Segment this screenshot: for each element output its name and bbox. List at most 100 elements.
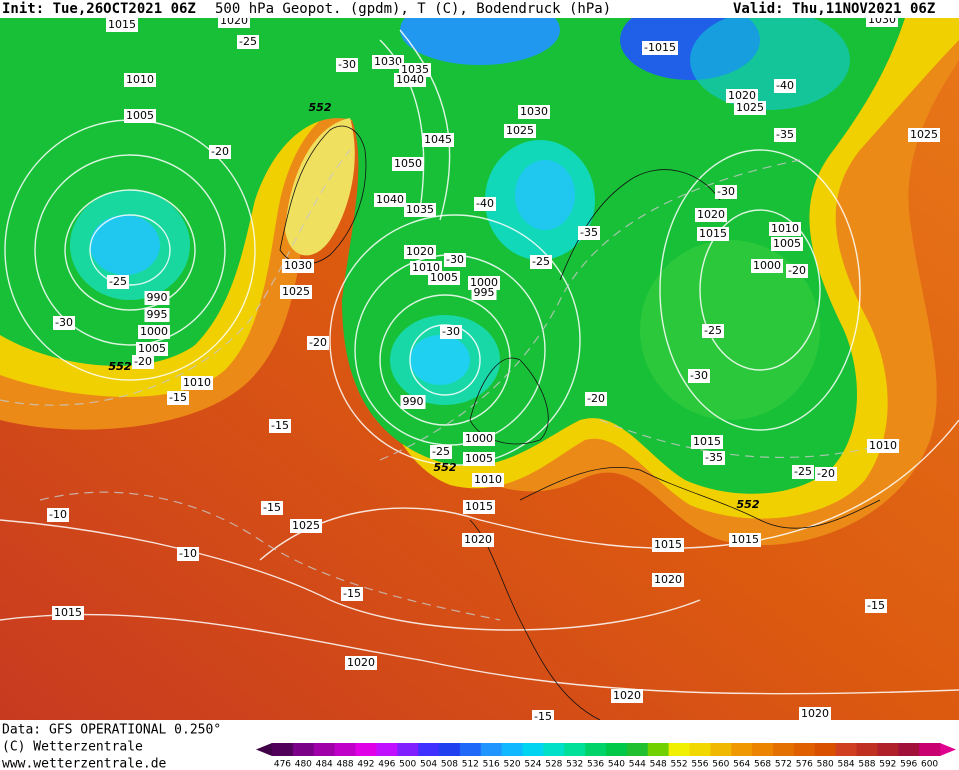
north-blue <box>400 18 560 65</box>
label-box <box>695 208 727 222</box>
map: 1015 1020-25-30 10301035104010101005104510… <box>0 13 959 720</box>
isobar-label: -20 <box>788 264 806 277</box>
isobar-label: 995 <box>474 286 495 299</box>
isobar-label: 1020 <box>728 89 756 102</box>
colorbar-label: 520 <box>503 760 520 770</box>
colorbar-cell <box>689 743 711 756</box>
label-box <box>374 193 406 207</box>
label-box <box>774 79 796 93</box>
isobar-label: -20 <box>817 467 835 480</box>
label-box <box>865 599 887 613</box>
isobar-label: -15 <box>343 587 361 600</box>
label-box <box>52 606 84 620</box>
isobar-label: 1040 <box>396 73 424 86</box>
colorbar-cell <box>793 743 816 756</box>
colorbar-cell <box>459 743 482 756</box>
label-box <box>404 203 436 217</box>
isobar-label: 1005 <box>138 342 166 355</box>
height-label: 552 <box>309 101 332 114</box>
label-box <box>138 325 170 339</box>
colorbar-cell <box>334 743 356 756</box>
label-box <box>866 18 898 27</box>
label-box <box>504 124 536 138</box>
colorbar-label: 516 <box>483 760 500 770</box>
isobar-label: 1005 <box>773 237 801 250</box>
isobar-label: -30 <box>55 316 73 329</box>
label-box <box>107 275 129 289</box>
colorbar-label: 512 <box>462 760 479 770</box>
colorbar-cell <box>355 743 377 756</box>
isobar-label: 1020 <box>464 533 492 546</box>
isobar-label: 1030 <box>868 13 896 26</box>
isobar-label: -25 <box>794 465 812 478</box>
label-box <box>697 227 729 241</box>
colorbar-label: 572 <box>775 760 792 770</box>
label-box <box>428 271 460 285</box>
label-box <box>530 255 552 269</box>
colorbar-label: 532 <box>566 760 583 770</box>
isobar-label: 1050 <box>394 157 422 170</box>
isobar-label: -30 <box>717 185 735 198</box>
colorbar-label: 524 <box>524 760 541 770</box>
height-label: 552 <box>109 360 132 373</box>
colorbar-cell <box>814 743 837 756</box>
isobar-label: 1030 <box>520 105 548 118</box>
label-box <box>463 432 495 446</box>
isobar-label: 1020 <box>613 689 641 702</box>
colorbar-cell <box>731 743 753 756</box>
colorbar-label: 580 <box>817 760 834 770</box>
isobar-label: 1015 <box>693 435 721 448</box>
label-box <box>53 316 75 330</box>
isobar-label: 1015 <box>108 18 136 31</box>
isobar-label: 1035 <box>406 203 434 216</box>
height-label: 552 <box>737 498 760 511</box>
isobar-label: -20 <box>211 145 229 158</box>
label-box <box>440 325 462 339</box>
isobar-label: -10 <box>179 547 197 560</box>
label-box <box>181 376 213 390</box>
low-blue <box>410 335 470 385</box>
label-box <box>786 264 808 278</box>
isobar-label: -25 <box>532 255 550 268</box>
east-green <box>640 240 820 420</box>
isobar-label: -30 <box>442 325 460 338</box>
trough-blue <box>515 160 575 230</box>
isobar-label: -40 <box>776 79 794 92</box>
label-box <box>144 308 170 322</box>
label-box <box>336 58 358 72</box>
label-box <box>144 291 170 305</box>
label-box <box>422 133 454 147</box>
isobar-label: -25 <box>432 445 450 458</box>
isobar-label: 1040 <box>376 193 404 206</box>
isobar-label: 1015 <box>465 500 493 513</box>
label-box <box>394 73 426 87</box>
isobar-label: 1035 <box>401 63 429 76</box>
label-box <box>444 253 466 267</box>
isobar-label: 1005 <box>465 452 493 465</box>
colorbar-cell <box>856 743 878 756</box>
isobar-label: -10 <box>49 508 67 521</box>
colorbar-label: 544 <box>629 760 646 770</box>
colorbar-label: 476 <box>274 760 291 770</box>
label-box <box>908 128 940 142</box>
label-box <box>218 18 250 28</box>
colorbar-label: 484 <box>316 760 333 770</box>
isobar-label: 1010 <box>474 473 502 486</box>
isobar-label: -25 <box>109 275 127 288</box>
label-box <box>691 435 723 449</box>
isobar-label: 1005 <box>430 271 458 284</box>
colorbar-label: 568 <box>754 760 771 770</box>
label-box <box>237 35 259 49</box>
label-box <box>611 689 643 703</box>
colorbar-cell <box>292 743 315 756</box>
label-box <box>642 41 678 55</box>
isobar-label: 1015 <box>54 606 82 619</box>
label-box <box>341 587 363 601</box>
isobar-label: 1015 <box>731 533 759 546</box>
label-box <box>463 452 495 466</box>
map-labels: 1015 1020-25-30 10301035104010101005104510… <box>47 13 940 720</box>
colorbar-label: 500 <box>399 760 416 770</box>
isobar-label: 1010 <box>126 73 154 86</box>
colorbar-over <box>940 743 956 756</box>
